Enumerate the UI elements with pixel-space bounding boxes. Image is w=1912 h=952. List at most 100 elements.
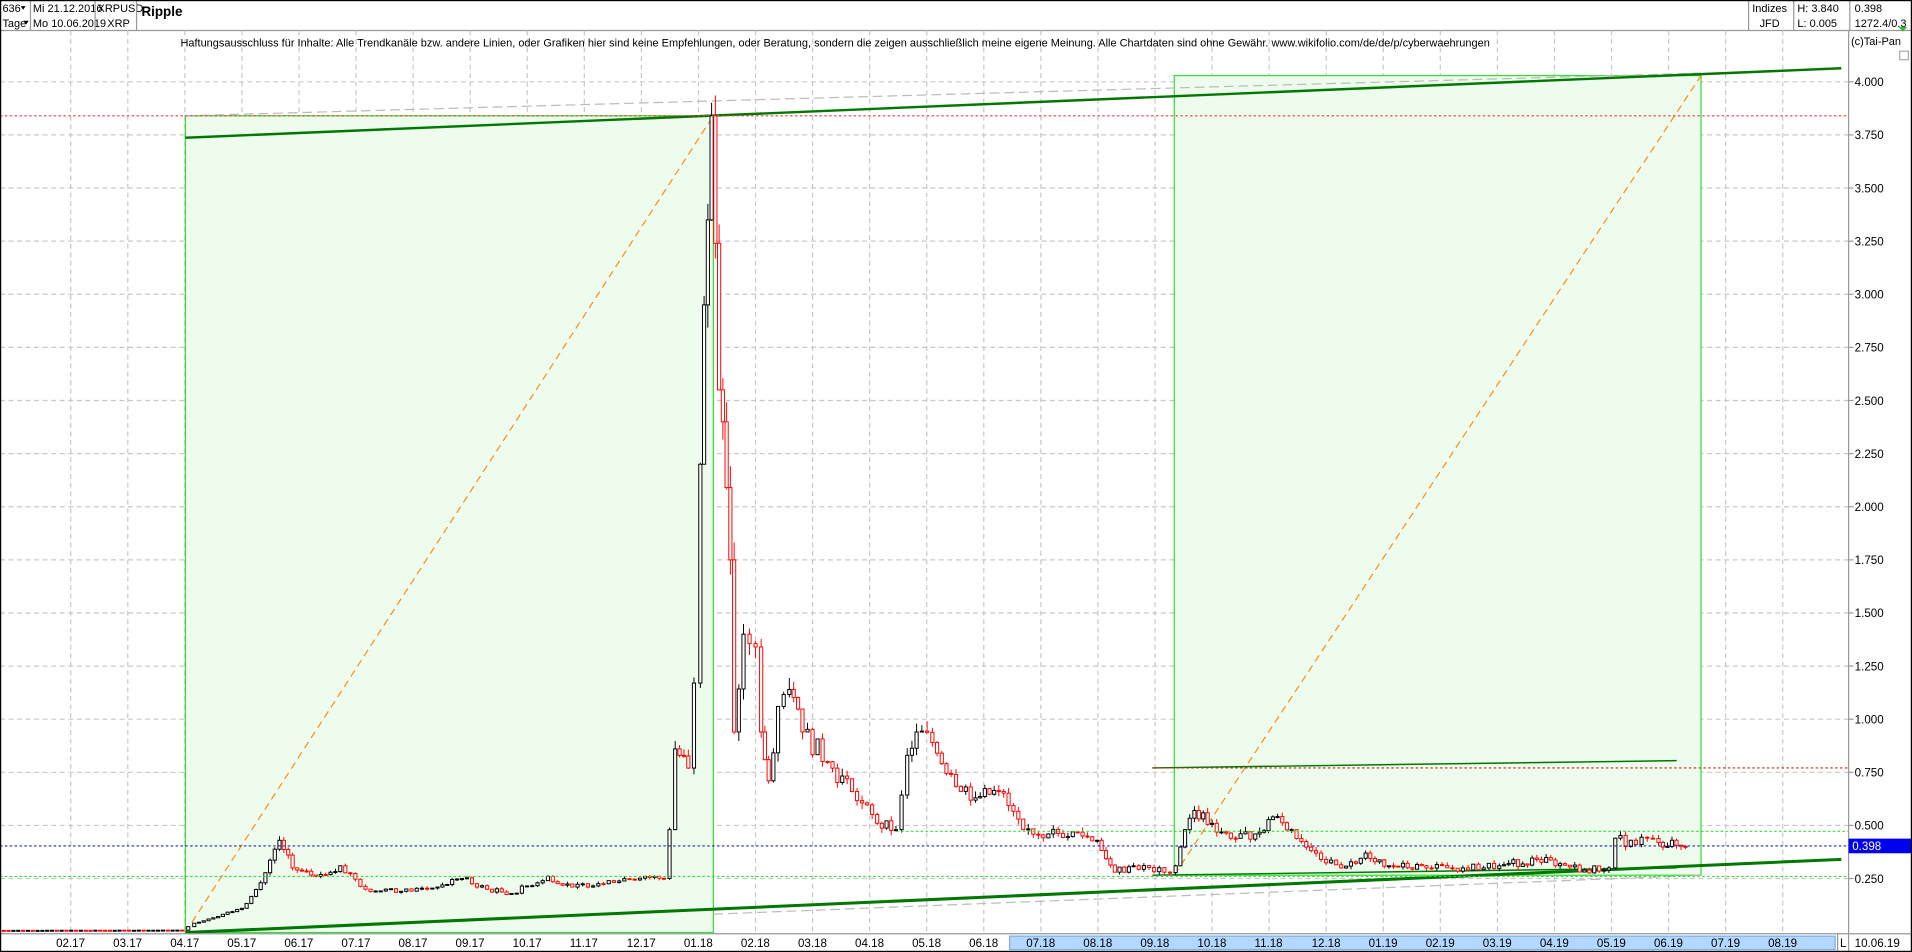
x-tick-label: 12.18 [1312, 938, 1341, 950]
candle [1257, 831, 1262, 835]
candle [982, 788, 987, 797]
candle [540, 880, 545, 884]
candle [235, 908, 240, 913]
candle [69, 929, 74, 932]
candle [11, 929, 16, 932]
candle [414, 887, 419, 892]
candle [1021, 818, 1026, 831]
candle [1253, 833, 1258, 840]
candle [1294, 829, 1299, 840]
candle [78, 929, 84, 932]
candle [20, 929, 26, 932]
candle [622, 878, 627, 882]
candle [435, 886, 440, 889]
diagonal-line [1173, 75, 1702, 876]
candle [156, 929, 161, 932]
x-tick-label: 02.18 [741, 938, 770, 950]
drawing-overlays [184, 67, 1842, 935]
trend-line [1152, 759, 1677, 769]
candle [295, 867, 300, 871]
y-tick-label: 2.000 [1855, 502, 1884, 514]
candle [25, 929, 30, 932]
time-axis[interactable]: 02.17 03.17 04.17 05.17 06.17 07.17 08.17 09.17… [56, 935, 1836, 951]
candle [580, 883, 585, 886]
x-tick-label: 02.17 [56, 938, 85, 950]
candle [925, 730, 930, 733]
period-dropdown[interactable]: Tage [2, 18, 29, 30]
candle [796, 697, 801, 710]
candle [627, 878, 632, 881]
x-tick-label: 05.18 [912, 938, 941, 950]
candle [905, 754, 910, 796]
candle [1391, 865, 1396, 868]
candle [1674, 839, 1679, 846]
candle [299, 869, 304, 872]
candle [1501, 864, 1507, 867]
candle [884, 820, 889, 829]
candle [388, 888, 393, 891]
candle [348, 872, 353, 875]
candle [494, 888, 499, 893]
x-tick-label: 10.18 [1197, 938, 1226, 950]
candle [1329, 859, 1334, 864]
candle [1656, 838, 1661, 843]
candle [1353, 861, 1358, 864]
x-tick-label: 04.19 [1540, 938, 1569, 950]
candle [378, 890, 383, 893]
last-price-label: 0.398 [1852, 841, 1881, 853]
period-label: Tage [2, 18, 26, 30]
scale-mode-button[interactable]: L [1840, 938, 1847, 950]
candle [736, 688, 741, 733]
x-tick-label: 07.19 [1711, 938, 1740, 950]
x-tick-label: 07.17 [341, 938, 370, 950]
candle [681, 754, 687, 757]
candle [637, 877, 643, 881]
candle [499, 888, 504, 893]
x-tick-label: 04.17 [170, 938, 199, 950]
candle [211, 917, 216, 920]
candle [1060, 832, 1066, 838]
candle [1173, 865, 1178, 874]
candle [810, 728, 815, 756]
candle [253, 888, 259, 897]
chevron-down-icon [20, 6, 26, 10]
candle [1414, 863, 1420, 870]
candle [914, 731, 919, 749]
candle [206, 918, 211, 922]
candle [1122, 866, 1127, 873]
candle [1224, 831, 1229, 834]
candle [1562, 863, 1568, 866]
candle [519, 885, 524, 894]
start-date: Mi 21.12.2016 [33, 3, 103, 15]
collapse-button[interactable] [1899, 50, 1909, 61]
time-scrollbar-thumb[interactable] [1009, 935, 1836, 951]
candle [445, 884, 450, 886]
candle [596, 883, 601, 887]
candle [747, 633, 752, 645]
candle [525, 885, 530, 888]
x-tick-label: 05.19 [1597, 938, 1626, 950]
candle [1623, 834, 1628, 848]
price-axis[interactable]: 4.000 3.750 3.500 3.250 3.000 2.750 2.500 2.250… [1848, 77, 1884, 886]
candle [1243, 831, 1248, 835]
candle [1592, 865, 1597, 874]
candle [667, 829, 672, 880]
candle [504, 891, 509, 895]
candle [277, 839, 282, 850]
candle [35, 929, 40, 932]
candle [953, 773, 959, 787]
candle [575, 883, 580, 888]
candle [1530, 857, 1535, 866]
bar-count-dropdown[interactable]: 636 [2, 3, 26, 15]
candle [1660, 841, 1666, 848]
candle [30, 929, 35, 932]
candle [1046, 833, 1051, 839]
candle [464, 877, 470, 880]
horizontal-levels [0, 115, 1849, 878]
candle [815, 738, 820, 756]
candle [1445, 865, 1450, 869]
candle [1339, 864, 1344, 869]
candle [820, 738, 825, 762]
chart-title: Ripple [141, 4, 182, 19]
candle [1248, 831, 1253, 840]
